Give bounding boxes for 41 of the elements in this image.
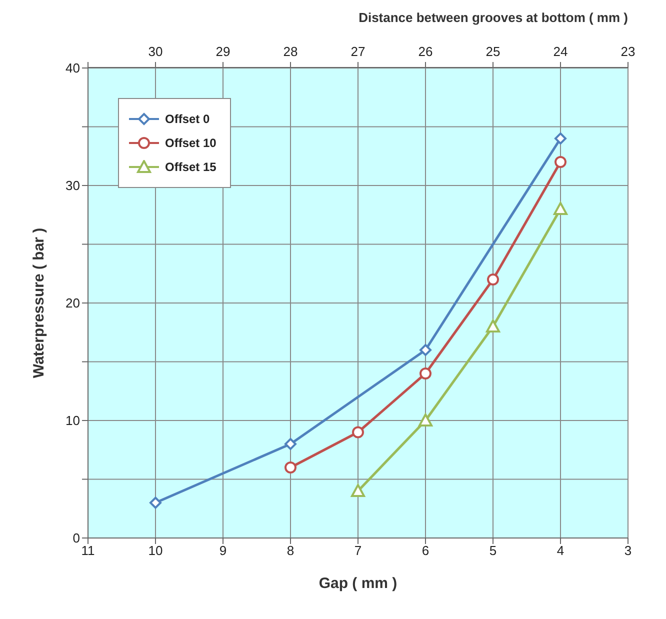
x2-tick-label: 26	[418, 44, 433, 59]
legend-label: Offset 10	[165, 136, 216, 150]
point	[418, 414, 432, 426]
y-tick-label: 20	[66, 296, 80, 311]
point	[420, 344, 432, 356]
legend-label: Offset 0	[165, 112, 210, 126]
point	[284, 438, 296, 450]
y-tick-label: 10	[66, 413, 80, 428]
x2-tick-label: 30	[148, 44, 163, 59]
x-tick-label: 6	[422, 543, 430, 558]
point	[351, 484, 365, 497]
x-tick-label: 9	[219, 543, 227, 558]
x2-axis-title: Distance between grooves at bottom ( mm )	[358, 10, 628, 25]
point	[284, 462, 296, 474]
x2-tick-label: 29	[216, 44, 230, 59]
x-tick-label: 4	[556, 543, 564, 558]
point	[487, 274, 499, 286]
x-tick-label: 8	[286, 543, 294, 558]
legend-label: Offset 15	[165, 160, 216, 174]
point	[352, 426, 364, 438]
x2-tick-label: 28	[283, 44, 298, 59]
x-tick-label: 7	[354, 543, 362, 558]
point	[420, 368, 432, 380]
x-tick-label: 3	[624, 543, 632, 558]
point	[150, 496, 162, 509]
x2-tick-label: 25	[486, 44, 500, 59]
x-tick-label: 5	[489, 543, 497, 558]
point	[554, 156, 566, 168]
x2-tick-label: 27	[350, 44, 366, 59]
x-tick-label: 11	[81, 543, 95, 558]
point	[486, 320, 500, 332]
x2-tick-label: 24	[553, 44, 568, 59]
x2-tick-label: 23	[620, 44, 636, 59]
x-axis-title: Gap ( mm )	[318, 575, 398, 592]
y-tick-label: 0	[72, 530, 80, 546]
point	[554, 202, 568, 215]
y-axis-title: Waterpressure ( bar )	[30, 228, 48, 378]
y-tick-label: 40	[66, 60, 80, 76]
point	[554, 132, 566, 144]
x-tick-label: 10	[148, 543, 163, 558]
y-tick-label: 30	[66, 178, 80, 194]
